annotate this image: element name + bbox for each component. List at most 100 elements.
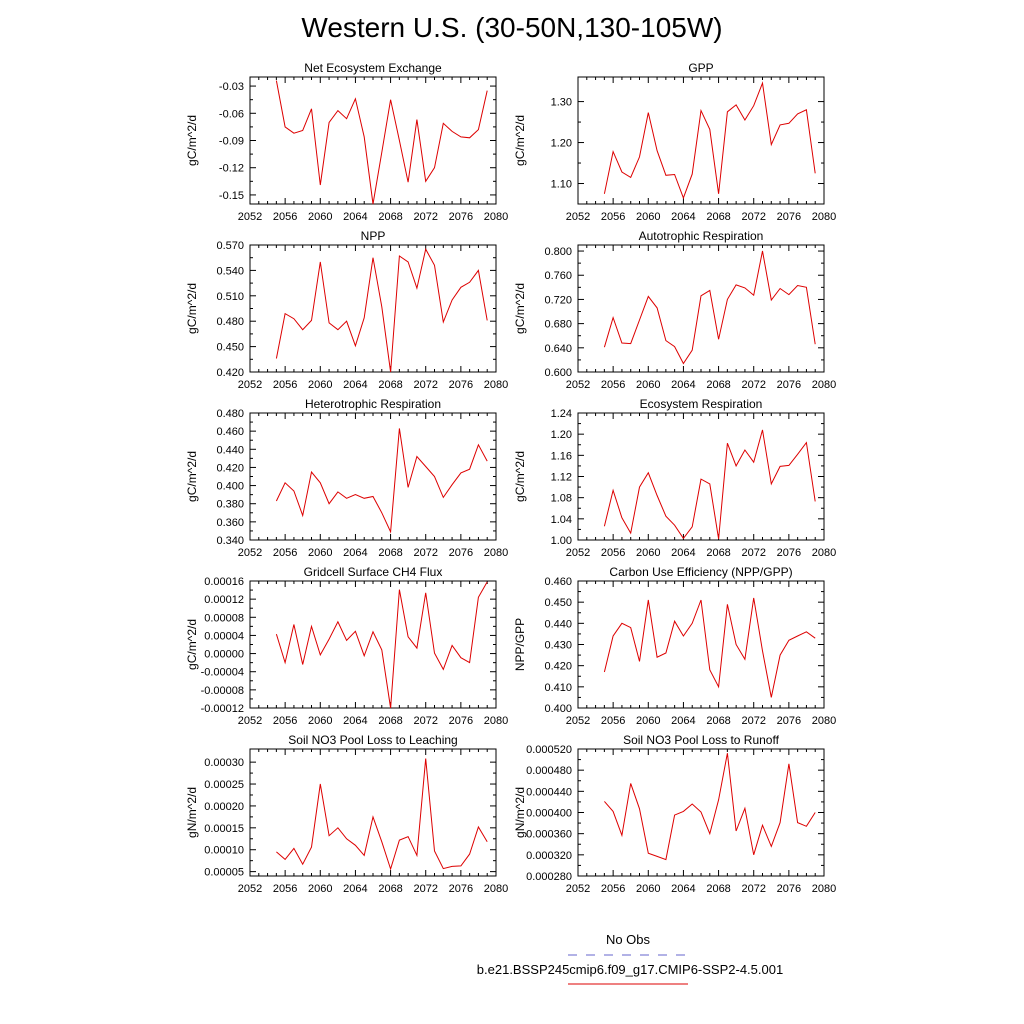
x-tick-label: 2072 bbox=[741, 715, 765, 727]
x-tick-label: 2080 bbox=[812, 379, 836, 391]
panel-4: Autotrophic Respiration gC/m^2/d 2052 2056 2… bbox=[513, 229, 836, 391]
panel-6: Ecosystem Respiration gC/m^2/d 2052 2056 206… bbox=[513, 397, 836, 559]
y-tick-label: 0.380 bbox=[216, 499, 244, 511]
x-tick-label: 2056 bbox=[601, 883, 625, 895]
x-tick-label: 2076 bbox=[777, 211, 801, 223]
y-tick-label: -0.00004 bbox=[201, 667, 244, 679]
figure-title: Western U.S. (30-50N,130-105W) bbox=[301, 12, 723, 43]
x-tick-label: 2056 bbox=[601, 715, 625, 727]
x-tick-label: 2080 bbox=[812, 883, 836, 895]
y-tick-label: 1.00 bbox=[551, 535, 572, 547]
y-axis-label: gN/m^2/d bbox=[513, 787, 527, 838]
x-tick-label: 2056 bbox=[273, 379, 297, 391]
y-tick-label: 0.000280 bbox=[526, 871, 572, 883]
series-line bbox=[276, 758, 488, 871]
y-tick-label: 0.400 bbox=[544, 703, 572, 715]
y-tick-label: 1.04 bbox=[551, 514, 572, 526]
x-tick-label: 2064 bbox=[671, 379, 695, 391]
y-tick-label: 0.800 bbox=[544, 246, 572, 258]
x-tick-label: 2064 bbox=[343, 883, 367, 895]
panel-title: NPP bbox=[361, 229, 386, 243]
x-tick-label: 2072 bbox=[741, 547, 765, 559]
y-tick-label: 0.450 bbox=[216, 342, 244, 354]
x-tick-label: 2080 bbox=[812, 715, 836, 727]
series-line bbox=[604, 753, 816, 861]
y-tick-label: 0.000480 bbox=[526, 765, 572, 777]
x-tick-label: 2076 bbox=[449, 379, 473, 391]
x-tick-label: 2080 bbox=[484, 547, 508, 559]
x-tick-label: 2080 bbox=[484, 211, 508, 223]
y-tick-label: 0.00015 bbox=[204, 823, 244, 835]
x-tick-label: 2060 bbox=[636, 715, 660, 727]
y-tick-label: 1.10 bbox=[551, 179, 572, 191]
panel-title: Carbon Use Efficiency (NPP/GPP) bbox=[609, 565, 792, 579]
x-tick-label: 2064 bbox=[671, 211, 695, 223]
x-tick-label: 2076 bbox=[449, 547, 473, 559]
x-tick-label: 2076 bbox=[449, 715, 473, 727]
y-tick-label: 0.00030 bbox=[204, 757, 244, 769]
series-line bbox=[275, 428, 488, 534]
y-tick-label: 0.00005 bbox=[204, 867, 244, 879]
x-tick-label: 2068 bbox=[706, 715, 730, 727]
x-tick-label: 2060 bbox=[308, 883, 332, 895]
x-tick-label: 2052 bbox=[566, 883, 590, 895]
y-tick-label: 0.00008 bbox=[204, 612, 244, 624]
x-tick-label: 2068 bbox=[706, 211, 730, 223]
panel-9: Soil NO3 Pool Loss to Leaching gN/m^2/d 20… bbox=[185, 733, 508, 895]
x-tick-label: 2064 bbox=[343, 547, 367, 559]
panel-5: Heterotrophic Respiration gC/m^2/d 2052 205… bbox=[185, 397, 508, 559]
y-axis-label: gC/m^2/d bbox=[513, 115, 527, 166]
x-tick-label: 2072 bbox=[413, 883, 437, 895]
x-tick-label: 2076 bbox=[449, 211, 473, 223]
x-tick-label: 2064 bbox=[671, 883, 695, 895]
x-tick-label: 2072 bbox=[413, 547, 437, 559]
x-tick-label: 2068 bbox=[378, 715, 402, 727]
panel-1: Net Ecosystem Exchange gC/m^2/d 2052 2056 20… bbox=[185, 61, 508, 223]
y-tick-label: -0.12 bbox=[219, 163, 244, 175]
y-tick-label: 0.00016 bbox=[204, 576, 244, 588]
legend-obs-label: No Obs bbox=[605, 932, 651, 947]
x-tick-label: 2072 bbox=[413, 715, 437, 727]
y-axis-label: gN/m^2/d bbox=[185, 787, 199, 838]
panel-title: Net Ecosystem Exchange bbox=[304, 61, 442, 75]
series-line bbox=[603, 429, 816, 540]
x-tick-label: 2052 bbox=[566, 715, 590, 727]
y-tick-label: 1.20 bbox=[551, 429, 572, 441]
y-tick-label: 0.450 bbox=[544, 597, 572, 609]
x-tick-label: 2080 bbox=[484, 715, 508, 727]
x-tick-label: 2052 bbox=[238, 379, 262, 391]
legend-case-label: b.e21.BSSP245cmip6.f09_g17.CMIP6-SSP2-4.… bbox=[476, 962, 784, 977]
y-axis-label: gC/m^2/d bbox=[185, 451, 199, 502]
x-tick-label: 2060 bbox=[636, 211, 660, 223]
series-line bbox=[275, 80, 488, 205]
y-tick-label: 0.420 bbox=[216, 462, 244, 474]
series-line bbox=[603, 81, 816, 200]
x-tick-label: 2064 bbox=[343, 211, 367, 223]
x-tick-label: 2064 bbox=[343, 715, 367, 727]
panel-title: Ecosystem Respiration bbox=[640, 397, 763, 411]
x-tick-label: 2068 bbox=[706, 883, 730, 895]
y-tick-label: 0.460 bbox=[216, 426, 244, 438]
panel-title: GPP bbox=[688, 61, 713, 75]
y-tick-label: 0.720 bbox=[544, 294, 572, 306]
x-tick-label: 2056 bbox=[273, 715, 297, 727]
x-tick-label: 2068 bbox=[706, 379, 730, 391]
y-tick-label: 0.340 bbox=[216, 535, 244, 547]
y-tick-label: 0.480 bbox=[216, 316, 244, 328]
y-tick-label: 1.24 bbox=[551, 408, 572, 420]
x-tick-label: 2072 bbox=[741, 883, 765, 895]
x-tick-label: 2080 bbox=[812, 547, 836, 559]
panel-2: GPP gC/m^2/d 2052 2056 2060 2064 2068 2072 2076 2… bbox=[513, 61, 836, 223]
x-tick-label: 2052 bbox=[238, 211, 262, 223]
y-tick-label: 0.640 bbox=[544, 343, 572, 355]
x-tick-label: 2076 bbox=[777, 883, 801, 895]
y-tick-label: 0.00000 bbox=[204, 649, 244, 661]
y-tick-label: 0.440 bbox=[216, 444, 244, 456]
x-tick-label: 2060 bbox=[308, 547, 332, 559]
y-axis-label: gC/m^2/d bbox=[513, 451, 527, 502]
y-axis-label: NPP/GPP bbox=[513, 618, 527, 671]
panel-8: Carbon Use Efficiency (NPP/GPP) NPP/GPP 20… bbox=[513, 565, 836, 727]
y-tick-label: 0.000440 bbox=[526, 786, 572, 798]
